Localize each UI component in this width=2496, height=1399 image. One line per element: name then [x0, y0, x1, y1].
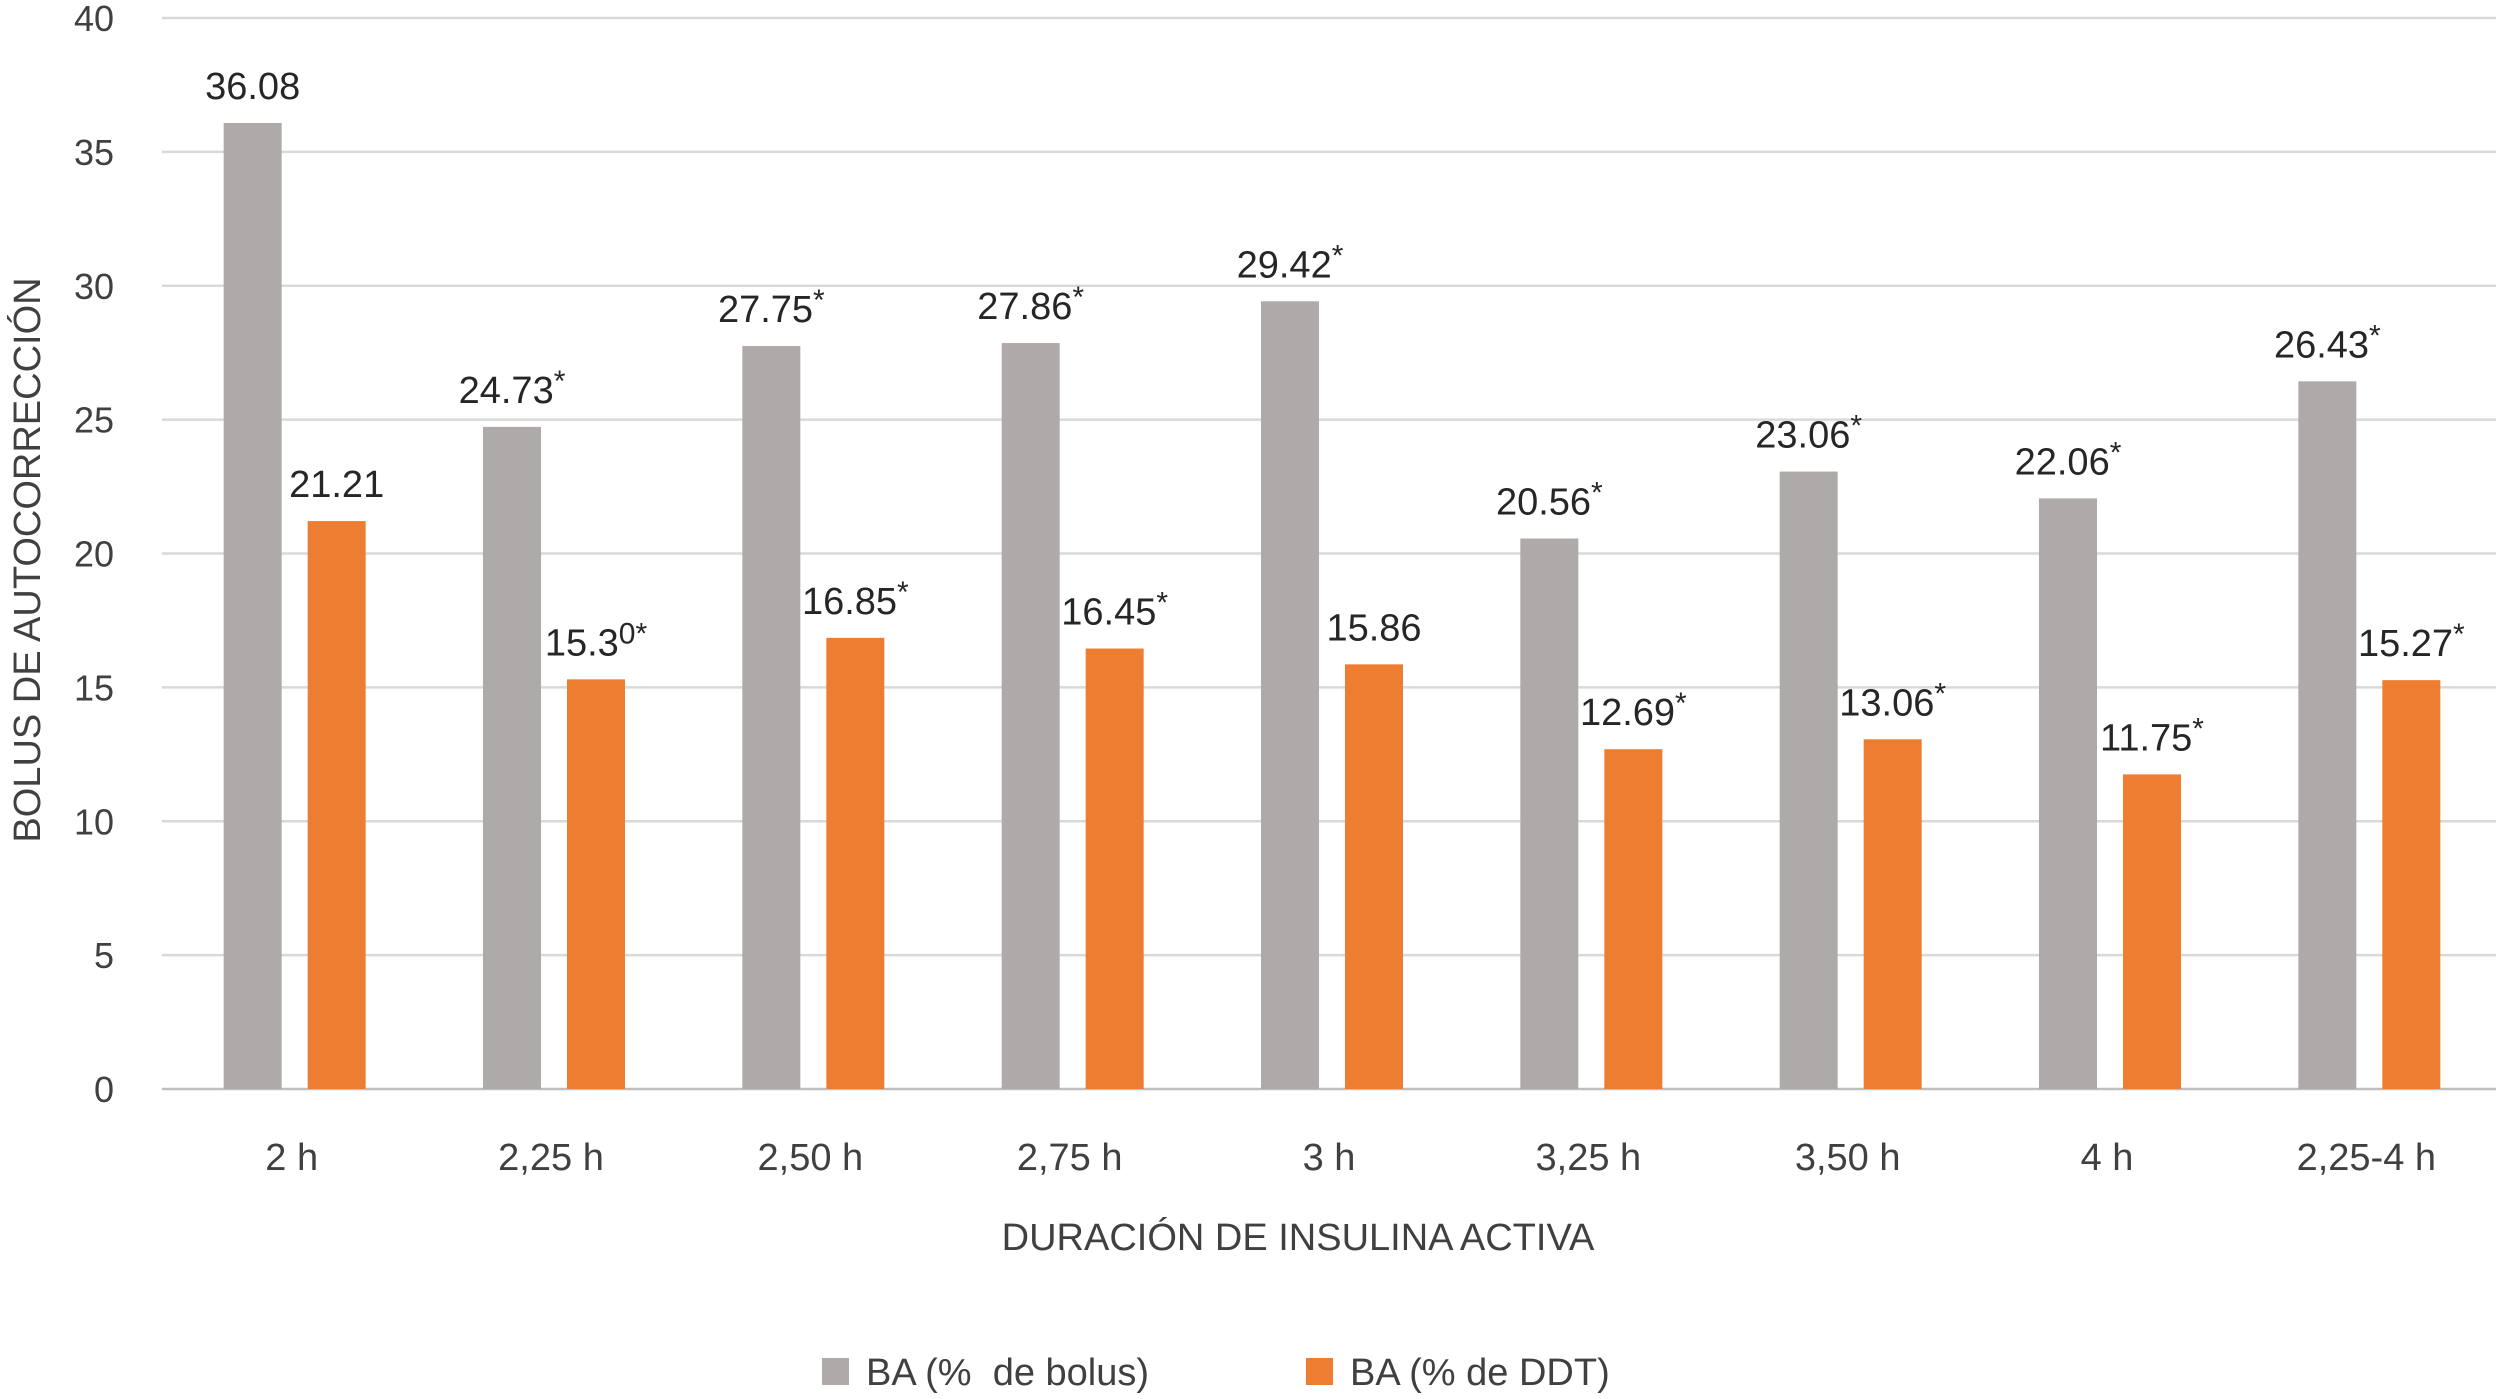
x-tick-label: 2 h	[265, 1137, 318, 1179]
data-label: 16.85*	[802, 576, 909, 623]
data-label: 27.75*	[718, 284, 825, 331]
bars	[223, 122, 2441, 1090]
bar-bolus	[2298, 381, 2357, 1089]
bar-ddt	[1863, 739, 1922, 1089]
data-label: 13.06*	[1839, 677, 1946, 724]
bar-bolus	[1779, 471, 1838, 1090]
x-tick-label: 2,75 h	[1017, 1137, 1123, 1179]
data-label: 12.69*	[1580, 687, 1687, 734]
y-tick-label: 35	[74, 132, 114, 173]
data-label: 11.75*	[2100, 712, 2204, 759]
bar-ddt	[1085, 648, 1144, 1089]
bar-ddt	[2123, 774, 2181, 1089]
data-label: 27.86*	[977, 281, 1084, 328]
x-axis-title: DURACIÓN DE INSULINA ACTIVA	[1002, 1216, 1595, 1259]
data-label: 15.30*	[545, 617, 648, 664]
legend-swatch	[822, 1358, 849, 1385]
x-tick-label: 2,25 h	[498, 1137, 604, 1179]
data-label: 15.27*	[2358, 618, 2465, 665]
y-tick-label: 10	[74, 801, 114, 842]
x-tick-label: 4 h	[2081, 1137, 2134, 1179]
legend-label: BA (% de bolus)	[866, 1352, 1149, 1394]
legend-label: BA (% de DDT)	[1350, 1352, 1610, 1394]
x-tick-label: 2,50 h	[758, 1137, 864, 1179]
y-tick-label: 0	[94, 1069, 114, 1110]
y-tick-label: 40	[74, 0, 114, 39]
bar-ddt	[307, 521, 366, 1089]
y-tick-label: 30	[74, 266, 114, 307]
legend-item: BA (% de DDT)	[1306, 1352, 1610, 1394]
y-axis-title: BOLUS DE AUTOCORRECCIÓN	[6, 277, 49, 842]
bar-bolus	[483, 426, 541, 1089]
y-tick-label: 25	[74, 400, 114, 441]
data-label: 24.73*	[459, 365, 566, 412]
bar-bolus	[223, 122, 282, 1089]
y-tick-label: 20	[74, 534, 114, 575]
bar-bolus	[2039, 498, 2097, 1089]
data-label: 15.86	[1326, 607, 1421, 649]
y-tick-label: 15	[74, 667, 114, 708]
data-label: 29.42*	[1237, 239, 1344, 286]
x-tick-label: 3,25 h	[1536, 1137, 1642, 1179]
x-tick-label: 3 h	[1303, 1137, 1356, 1179]
bar-ddt	[1604, 749, 1663, 1089]
bar-bolus	[742, 345, 801, 1089]
data-label: 21.21	[289, 464, 384, 506]
y-axis-ticks: 0 5 10 15 20 25 30 35 40	[74, 0, 114, 1110]
gridlines	[162, 16, 2496, 1091]
x-tick-label: 2,25-4 h	[2297, 1137, 2436, 1179]
data-label: 36.08	[205, 66, 300, 108]
data-label: 16.45*	[1061, 587, 1168, 634]
data-label: 26.43*	[2274, 319, 2381, 366]
bar-ddt	[1345, 664, 1403, 1089]
x-tick-label: 3,50 h	[1795, 1137, 1901, 1179]
bar-ddt	[826, 637, 885, 1089]
data-label: 22.06*	[2015, 436, 2122, 483]
bar-bolus	[1261, 301, 1319, 1089]
data-label: 20.56*	[1496, 477, 1603, 524]
x-axis-ticks: 2 h 2,25 h 2,50 h 2,75 h 3 h 3,25 h 3,50 h 4 h 2…	[265, 1137, 2436, 1179]
data-label: 23.06*	[1755, 410, 1862, 457]
legend-swatch	[1306, 1358, 1333, 1385]
data-labels: 36.08 21.21 24.73* 15.30* 27.75* 16.85* 27.86*…	[205, 66, 2465, 759]
legend: BA (% de bolus) BA (% de DDT)	[822, 1352, 1610, 1394]
bar-ddt	[2382, 680, 2441, 1089]
y-tick-label: 5	[94, 935, 114, 976]
legend-item: BA (% de bolus)	[822, 1352, 1149, 1394]
bar-ddt	[567, 679, 625, 1089]
bar-bolus	[1520, 538, 1579, 1089]
bar-bolus	[1001, 343, 1060, 1090]
